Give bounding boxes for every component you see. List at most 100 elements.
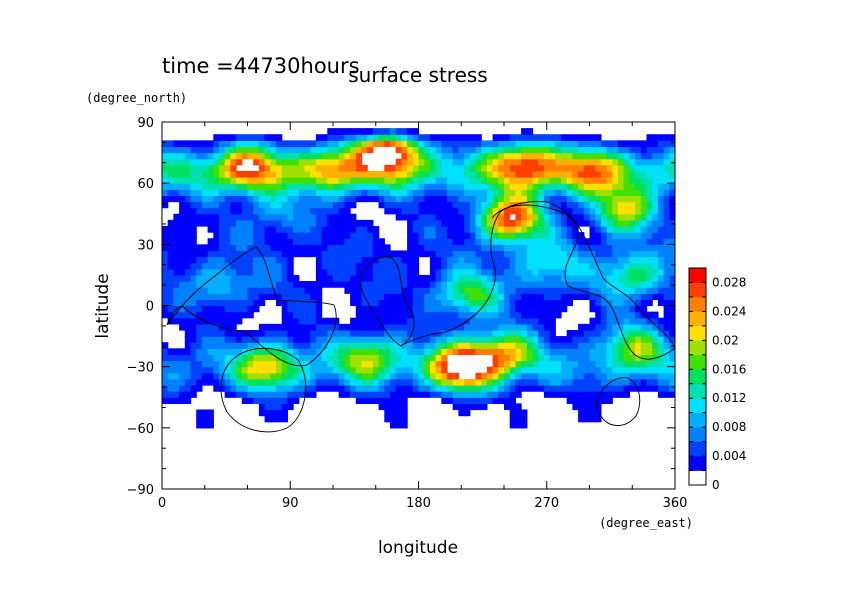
field-cell — [338, 391, 345, 398]
field-cell — [549, 378, 556, 386]
field-cell — [207, 305, 214, 313]
field-cell — [452, 317, 459, 325]
field-cell — [167, 293, 174, 300]
field-cell — [635, 250, 642, 258]
field-cell — [230, 293, 237, 300]
field-cell — [492, 348, 499, 356]
field-cell — [555, 274, 562, 282]
field-cell — [230, 281, 237, 288]
field-cell — [435, 366, 442, 374]
field-cell — [475, 207, 482, 215]
field-cell — [429, 195, 437, 203]
field-cell — [201, 342, 209, 349]
field-cell — [572, 195, 579, 203]
field-cell — [224, 274, 231, 282]
y-tick-label: −60 — [127, 422, 154, 437]
field-cell — [515, 348, 522, 356]
field-cell — [469, 146, 477, 154]
field-cell — [378, 391, 385, 398]
field-cell — [350, 152, 357, 160]
field-cell — [230, 238, 237, 245]
field-cell — [583, 195, 591, 203]
field-cell — [236, 293, 243, 300]
field-cell — [532, 305, 539, 313]
field-cell — [230, 146, 237, 154]
field-cell — [378, 348, 385, 356]
field-cell — [418, 158, 425, 166]
field-cell — [236, 305, 243, 313]
field-cell — [338, 195, 345, 203]
field-cell — [355, 323, 363, 331]
field-cell — [600, 195, 608, 203]
field-cell — [578, 250, 585, 258]
field-cell — [281, 225, 288, 233]
field-cell — [669, 201, 675, 209]
field-cell — [526, 183, 534, 190]
field-cell — [315, 323, 323, 331]
field-cell — [344, 360, 351, 368]
field-cell — [452, 232, 459, 239]
field-cell — [264, 207, 271, 215]
field-cell — [521, 378, 528, 386]
field-cell — [344, 238, 351, 245]
field-cell — [498, 391, 505, 398]
field-cell — [424, 366, 431, 374]
field-cell — [207, 317, 214, 325]
field-cell — [378, 299, 385, 307]
field-cell — [190, 164, 197, 172]
field-cell — [190, 244, 197, 252]
field-cell — [338, 158, 345, 166]
field-cell — [173, 366, 180, 374]
field-cell — [515, 336, 522, 343]
field-cell — [549, 293, 556, 300]
field-cell — [281, 342, 288, 349]
field-cell — [652, 336, 659, 343]
field-cell — [515, 152, 522, 160]
field-cell — [640, 213, 648, 221]
field-cell — [589, 409, 596, 417]
field-cell — [657, 170, 665, 178]
field-cell — [355, 317, 363, 325]
field-cell — [509, 329, 516, 337]
field-cell — [435, 219, 442, 227]
field-cell — [509, 378, 516, 386]
field-cell — [293, 281, 300, 288]
field-cell — [293, 189, 300, 196]
field-cell — [213, 336, 220, 343]
field-cell — [219, 317, 226, 325]
field-cell — [583, 262, 591, 270]
field-cell — [635, 329, 642, 337]
field-cell — [578, 158, 585, 166]
field-cell — [504, 293, 511, 300]
field-cell — [618, 183, 625, 190]
coastline-east-continent — [399, 201, 675, 360]
field-cell — [361, 391, 368, 398]
field-cell — [532, 287, 539, 294]
field-cell — [578, 378, 585, 386]
field-cell — [447, 238, 454, 245]
field-cell — [452, 134, 459, 141]
field-cell — [612, 348, 619, 356]
field-cell — [447, 336, 454, 343]
field-cell — [657, 195, 665, 203]
field-cell — [441, 158, 448, 166]
field-cell — [293, 219, 300, 227]
field-cell — [555, 183, 562, 190]
field-cell — [481, 268, 488, 276]
field-cell — [384, 385, 391, 392]
field-cell — [509, 201, 516, 209]
field-cell — [207, 366, 214, 374]
field-cell — [401, 299, 408, 307]
field-cell — [196, 372, 203, 380]
field-cell — [663, 293, 670, 300]
field-cell — [566, 342, 573, 349]
field-cell — [315, 170, 323, 178]
field-cell — [646, 189, 653, 196]
field-cell — [646, 256, 653, 264]
field-cell — [572, 281, 579, 288]
field-cell — [293, 183, 300, 190]
field-cell — [315, 360, 323, 368]
colorbar-label: 0.016 — [712, 362, 746, 376]
field-cell — [196, 146, 203, 154]
field-cell — [663, 134, 670, 141]
